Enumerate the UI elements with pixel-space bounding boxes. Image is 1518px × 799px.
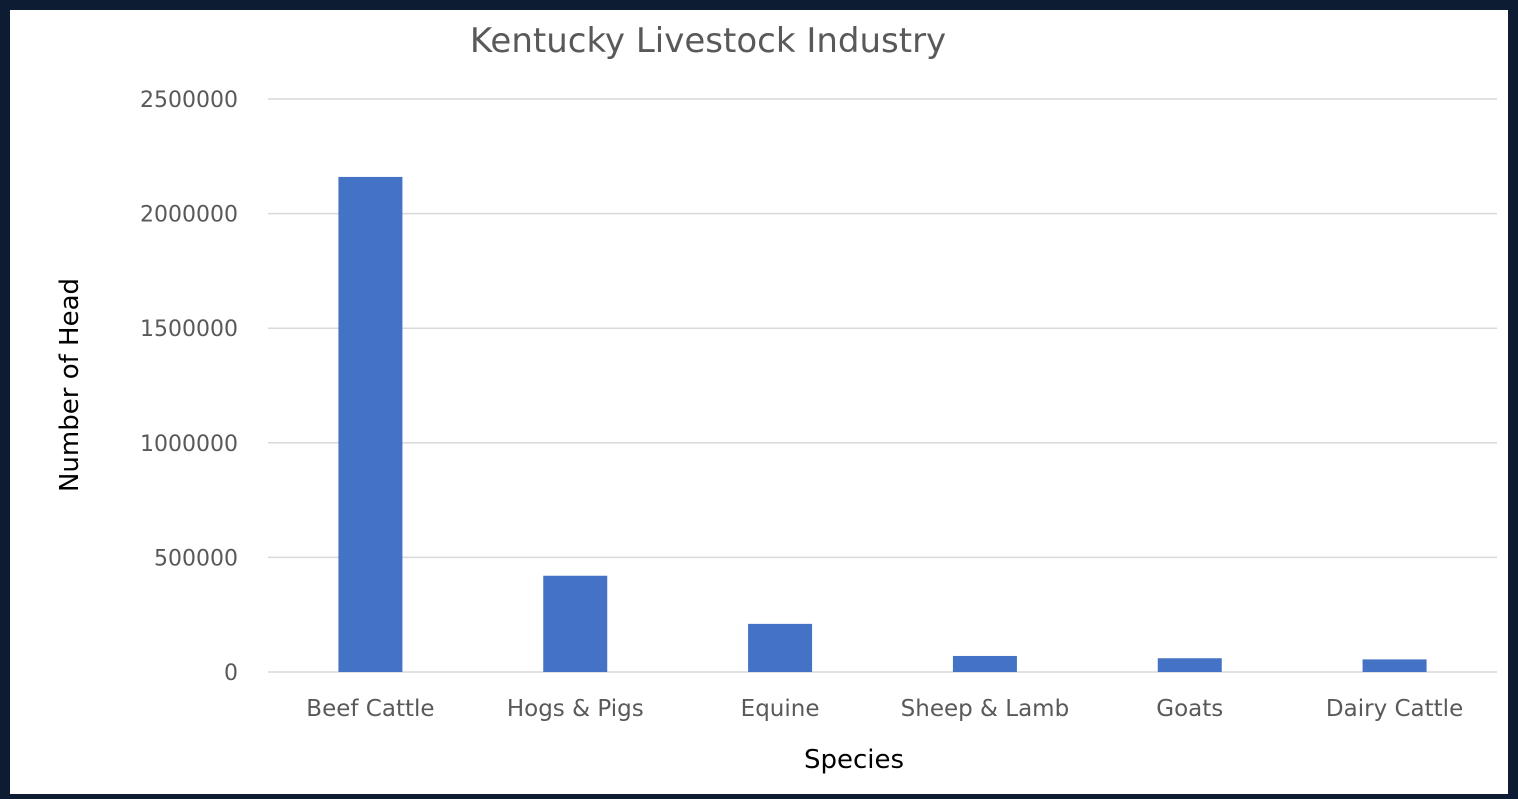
gridlines [268, 98, 1497, 673]
y-tick-label: 2000000 [140, 203, 238, 228]
bar-dairy-cattle [1362, 659, 1427, 672]
y-tick-label: 1500000 [140, 317, 238, 342]
chart-area: Kentucky Livestock Industry 0 500000 10000… [10, 10, 1508, 794]
y-tick-label: 500000 [154, 546, 238, 571]
bars [338, 176, 1427, 673]
y-axis-ticks: 0 500000 1000000 1500000 2000000 2500000 [140, 88, 238, 686]
x-tick-label: Hogs & Pigs [507, 696, 644, 722]
y-tick-label: 1000000 [140, 432, 238, 457]
y-tick-label: 0 [224, 661, 238, 686]
bar-hogs-pigs [543, 575, 608, 672]
x-tick-label: Equine [741, 696, 820, 722]
bar-sheep-lamb [952, 655, 1017, 672]
x-tick-label: Beef Cattle [306, 696, 434, 722]
x-tick-label: Dairy Cattle [1326, 696, 1463, 722]
y-tick-label: 2500000 [140, 88, 238, 113]
x-tick-label: Sheep & Lamb [901, 696, 1070, 722]
x-axis-ticks: Beef Cattle Hogs & Pigs Equine Sheep & Lamb… [306, 696, 1463, 722]
x-axis-title: Species [804, 745, 904, 775]
x-tick-label: Goats [1156, 696, 1223, 722]
bar-beef-cattle [338, 176, 403, 673]
bar-equine [748, 623, 813, 672]
chart-title: Kentucky Livestock Industry [470, 21, 946, 61]
y-axis-title: Number of Head [55, 278, 85, 492]
bar-goats [1157, 658, 1222, 672]
bar-chart: Kentucky Livestock Industry 0 500000 10000… [55, 21, 1497, 775]
